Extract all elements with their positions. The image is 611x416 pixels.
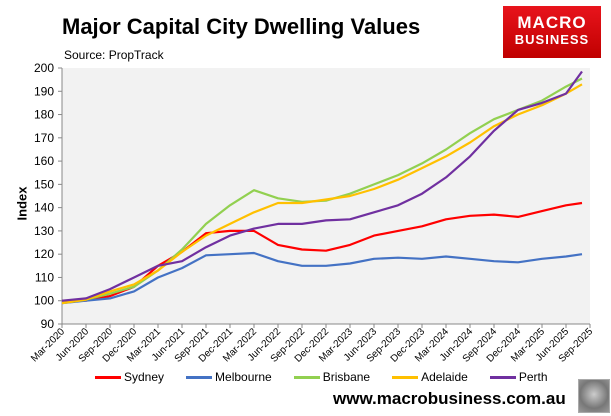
macrobusiness-logo: MACRO BUSINESS: [503, 6, 601, 58]
legend-label: Adelaide: [421, 370, 468, 384]
series-line-adelaide: [61, 83, 583, 305]
y-tick-label: 90: [41, 317, 55, 331]
y-tick-label: 120: [34, 247, 54, 261]
chart-source: Source: PropTrack: [64, 48, 164, 62]
legend-label: Sydney: [124, 370, 165, 384]
chart-title: Major Capital City Dwelling Values: [62, 14, 421, 39]
legend-swatch: [392, 375, 419, 379]
plot-background: [62, 68, 590, 324]
legend-item-perth: Perth: [489, 370, 548, 384]
legend-swatch: [95, 375, 121, 379]
logo-line2: BUSINESS: [514, 32, 590, 47]
legend: Sydney Melbourne Brisbane Adelaide Perth: [95, 370, 570, 384]
legend-item-brisbane: Brisbane: [293, 370, 371, 384]
legend-swatch: [489, 375, 516, 379]
y-tick-label: 200: [34, 61, 54, 75]
series-line-melbourne: [61, 251, 583, 305]
y-tick-label: 140: [34, 201, 54, 215]
legend-swatch: [293, 375, 320, 379]
legend-label: Melbourne: [215, 370, 272, 384]
series-line-perth: [61, 70, 583, 302]
legend-swatch: [186, 375, 213, 379]
y-tick-label: 170: [34, 131, 54, 145]
legend-label: Brisbane: [322, 370, 371, 384]
legend-label: Perth: [518, 370, 548, 384]
y-tick-label: 160: [34, 154, 54, 168]
logo-line1: MACRO: [517, 13, 587, 32]
y-tick-label: 150: [34, 177, 54, 191]
legend-item-melbourne: Melbourne: [186, 370, 272, 384]
y-tick-label: 180: [34, 108, 54, 122]
wolf-logo-icon: [578, 379, 610, 413]
legend-item-adelaide: Adelaide: [392, 370, 468, 384]
y-tick-label: 110: [35, 270, 54, 284]
footer-url: www.macrobusiness.com.au: [333, 389, 566, 408]
y-tick-label: 190: [34, 84, 54, 98]
y-tick-label: 100: [34, 294, 54, 308]
series-line-sydney: [62, 201, 583, 302]
y-tick-label: 130: [34, 224, 54, 238]
legend-item-sydney: Sydney: [95, 370, 164, 384]
